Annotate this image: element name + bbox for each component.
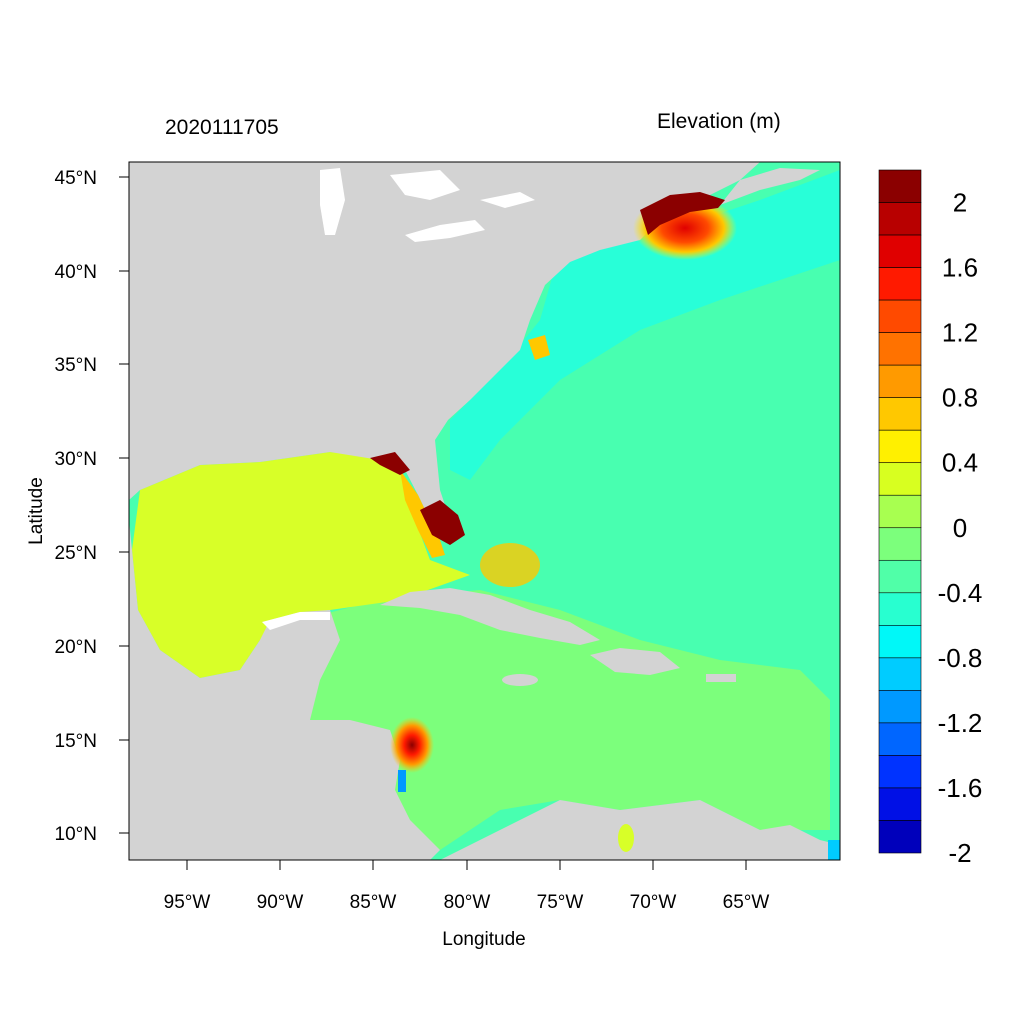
colorbar-swatch (878, 657, 922, 691)
colorbar-swatch (878, 494, 922, 529)
colorbar-swatch (878, 527, 922, 561)
colorbar-swatch (878, 787, 922, 821)
colorbar-swatch (878, 625, 922, 659)
gulf-of-mexico (132, 452, 470, 678)
colorbar-tick-label: 0.8 (942, 383, 978, 413)
land-jamaica (502, 674, 538, 686)
land-cuba (380, 588, 600, 645)
y-tick-label: 15°N (55, 731, 97, 752)
colorbar-title: Elevation (m) (657, 110, 781, 133)
yucatan-coast (262, 612, 330, 630)
colorbar-swatch (878, 234, 922, 268)
x-tick-label: 80°W (444, 892, 491, 913)
land-central-america (129, 520, 440, 860)
colorbar-swatch (878, 267, 922, 301)
honduras-negative (398, 770, 406, 792)
new-england-surge (640, 192, 725, 235)
colorbar-swatch (878, 169, 922, 203)
colorbar-swatch (878, 202, 922, 236)
colorbar-tick-label: 0 (953, 513, 967, 543)
land-hispaniola (590, 648, 680, 675)
colorbar-swatch (878, 299, 922, 333)
honduras-surge (390, 717, 434, 773)
land-north-america (129, 162, 760, 540)
colorbar-tick-label: -0.8 (938, 643, 983, 673)
bahamas-surge (480, 543, 540, 587)
axes: 95°W 90°W 85°W 80°W 75°W 70°W 65°W 45°N 40°N 35°N… (55, 168, 770, 913)
nc-surge (528, 335, 550, 360)
atlantic-shelf (450, 170, 840, 480)
colorbar-tick-label: 0.4 (942, 448, 978, 478)
x-tick-label: 70°W (630, 892, 677, 913)
colorbar-tick-label: -2 (948, 838, 971, 868)
x-tick-label: 95°W (164, 892, 211, 913)
south-florida-surge (420, 500, 465, 545)
colorbar-tick-label: -1.6 (938, 773, 983, 803)
land-puerto-rico (706, 674, 736, 682)
colorbar-swatch (878, 820, 922, 854)
timestamp-title: 2020111705 (165, 116, 279, 139)
colorbar-tick-label: 1.6 (942, 253, 978, 283)
colorbar-swatch (878, 364, 922, 398)
colorbar-swatch (878, 332, 922, 366)
colorbar-tick-label: -1.2 (938, 708, 983, 738)
colorbar-swatch (878, 755, 922, 789)
colorbar-tick-label: 2 (953, 188, 967, 218)
y-tick-label: 45°N (55, 168, 97, 189)
map-frame (128, 161, 841, 861)
y-axis-label: Latitude (26, 477, 47, 545)
x-tick-label: 85°W (350, 892, 397, 913)
colorbar-swatch (878, 397, 922, 431)
colorbar-swatch (878, 592, 922, 626)
y-tick-label: 30°N (55, 449, 97, 470)
y-tick-label: 20°N (55, 637, 97, 658)
x-tick-label: 90°W (257, 892, 304, 913)
great-lakes (320, 168, 535, 242)
colorbar-swatch (878, 559, 922, 594)
land-south-america (440, 800, 840, 860)
land-nova-scotia (720, 168, 820, 205)
colorbar-tick-label: -0.4 (938, 578, 983, 608)
antilles-negative (828, 840, 840, 860)
panhandle-surge (370, 452, 410, 475)
y-tick-label: 10°N (55, 824, 97, 845)
colorbar-swatch (878, 429, 922, 464)
colorbar-swatch (878, 690, 922, 724)
x-axis-label: Longitude (442, 929, 525, 950)
colorbar-swatch (878, 462, 922, 496)
y-tick-label: 25°N (55, 543, 97, 564)
caribbean-sea (300, 590, 830, 850)
x-tick-label: 65°W (723, 892, 770, 913)
colorbar-tick-label: 1.2 (942, 318, 978, 348)
y-tick-label: 35°N (55, 355, 97, 376)
colorbar: 2 1.6 1.2 0.8 0.4 0 -0.4 -0.8 -1.2 -1.6 -2 (878, 169, 983, 868)
map-area (129, 162, 840, 860)
colorbar-swatch (878, 722, 922, 756)
y-tick-label: 40°N (55, 262, 97, 283)
lake-maracaibo (618, 824, 634, 852)
x-tick-label: 75°W (537, 892, 584, 913)
